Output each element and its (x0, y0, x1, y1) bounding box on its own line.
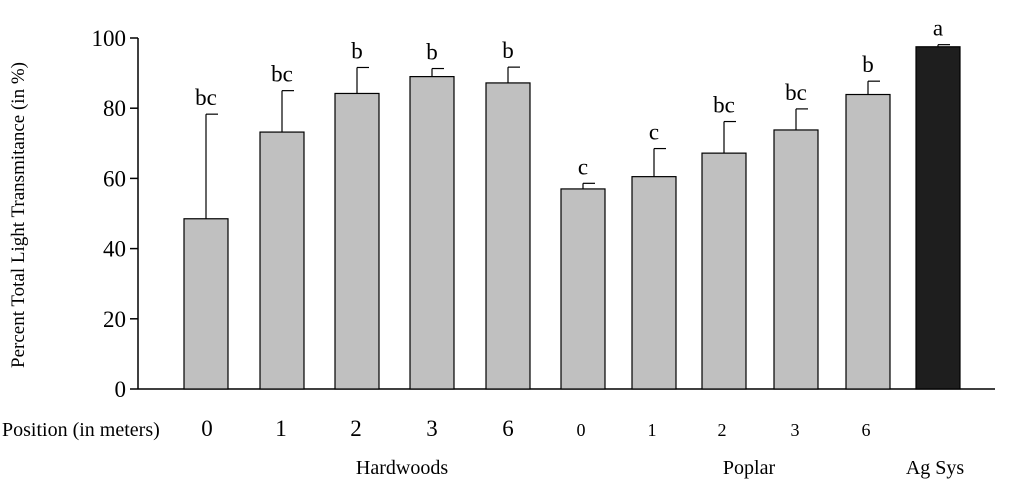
x-tick-label: 6 (862, 420, 871, 440)
x-tick-label: 1 (648, 420, 657, 440)
significance-label: a (933, 16, 943, 41)
bar (334, 92, 380, 390)
significance-label: b (502, 38, 514, 63)
x-axis-label: Position (in meters) (2, 419, 160, 441)
x-tick-label: 0 (201, 416, 213, 441)
group-label: Poplar (723, 457, 776, 479)
y-axis-label: Percent Total Light Transmitance (in %) (8, 62, 29, 368)
x-tick-label: 0 (577, 420, 586, 440)
bar (485, 82, 531, 390)
bar (845, 93, 891, 390)
significance-label: c (578, 154, 588, 179)
bar (773, 129, 819, 390)
group-label: Hardwoods (356, 457, 448, 479)
y-tick-label: 20 (103, 307, 126, 332)
significance-label: bc (785, 80, 807, 105)
x-tick-label: 2 (350, 416, 362, 441)
significance-label: bc (195, 85, 217, 110)
bar (183, 218, 229, 390)
x-tick-label: 2 (718, 420, 727, 440)
significance-label: b (862, 52, 874, 77)
bar (701, 152, 747, 390)
x-tick-label: 1 (275, 416, 287, 441)
bar (560, 188, 606, 390)
significance-label: bc (713, 93, 735, 118)
y-tick-label: 100 (92, 26, 127, 51)
x-tick-label: 3 (426, 416, 438, 441)
y-tick-label: 80 (103, 96, 126, 121)
bar (915, 46, 961, 390)
bar (259, 131, 305, 390)
bar (409, 76, 455, 390)
y-tick-label: 60 (103, 166, 126, 191)
x-tick-label: 3 (791, 420, 800, 440)
x-tick-label: 6 (502, 416, 514, 441)
group-label: Ag Sys (906, 457, 965, 479)
significance-label: b (351, 38, 363, 63)
y-tick-label: 0 (115, 377, 127, 402)
y-tick-label: 40 (103, 237, 126, 262)
significance-label: bc (271, 62, 293, 87)
significance-label: b (426, 40, 438, 65)
bar (631, 176, 677, 390)
significance-label: c (649, 120, 659, 145)
